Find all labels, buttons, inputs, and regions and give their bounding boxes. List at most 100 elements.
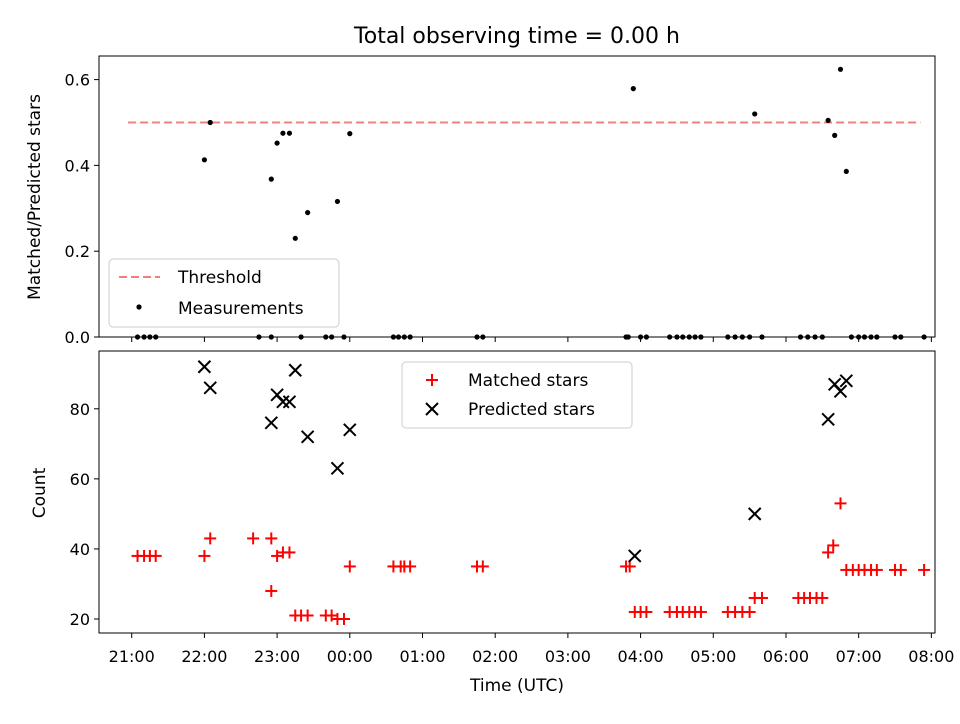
predicted-star-point-b bbox=[276, 395, 290, 409]
matched-star-point bbox=[476, 560, 489, 573]
predicted-star-point bbox=[276, 395, 290, 409]
top-y-axis-label: Matched/Predicted stars bbox=[25, 94, 45, 300]
measurement-point bbox=[334, 198, 341, 205]
matched-star-point bbox=[149, 549, 162, 562]
bottom-legend-box bbox=[401, 361, 633, 429]
legend-measurements-label: Measurements bbox=[178, 299, 304, 319]
matched-star-point bbox=[822, 546, 835, 559]
bottom-plot-area: 20 40 60 80 21:00 22:00 23:00 00:00 01:00 02:00 03… bbox=[70, 350, 954, 666]
x-tick-label: 21:00 bbox=[109, 647, 155, 666]
measurement-point bbox=[630, 86, 636, 92]
predicted-star-point bbox=[264, 416, 278, 430]
predicted-star-point-b bbox=[330, 461, 345, 476]
measurement-point bbox=[292, 235, 298, 241]
predicted-star-point-b bbox=[203, 381, 217, 395]
legend-predicted-label: Predicted stars bbox=[468, 400, 595, 420]
bottom-y-tick-label: 40 bbox=[70, 540, 90, 559]
matched-star-point bbox=[623, 560, 636, 573]
matched-star-point bbox=[743, 605, 756, 618]
measurement-point bbox=[207, 119, 213, 126]
x-tick-label: 06:00 bbox=[763, 647, 809, 666]
predicted-star-point-b bbox=[839, 374, 854, 388]
predicted-star-point-b bbox=[833, 384, 848, 398]
measurement-point bbox=[280, 130, 286, 136]
measurement-point bbox=[305, 209, 311, 216]
top-y-tick-label: 0.0 bbox=[65, 328, 90, 347]
matched-star-point bbox=[204, 532, 217, 545]
legend-threshold-label: Threshold bbox=[177, 268, 262, 288]
predicted-star-point bbox=[839, 374, 854, 388]
predicted-star-point bbox=[833, 384, 848, 398]
matched-star-point bbox=[640, 605, 653, 618]
matched-star-point bbox=[827, 539, 840, 552]
x-tick-label: 01:00 bbox=[399, 647, 445, 666]
measurement-point bbox=[286, 130, 293, 136]
legend-measurements-swatch bbox=[136, 304, 142, 310]
predicted-star-point-b bbox=[264, 416, 278, 430]
matched-star-point bbox=[283, 546, 296, 559]
predicted-star-point-b bbox=[827, 377, 842, 391]
predicted-star-point-b bbox=[821, 412, 835, 427]
top-y-tick-label: 0.2 bbox=[65, 242, 90, 261]
measurement-point bbox=[832, 132, 838, 138]
matched-star-point bbox=[834, 497, 847, 510]
top-plot-frame bbox=[98, 55, 936, 338]
top-y-tick-label: 0.4 bbox=[65, 156, 90, 175]
bottom-plot-frame bbox=[98, 350, 936, 634]
matched-star-point bbox=[694, 605, 707, 618]
predicted-star-point-b bbox=[270, 388, 284, 402]
legend-matched-swatch bbox=[426, 374, 438, 386]
top-legend-box bbox=[108, 258, 340, 328]
predicted-star-point bbox=[197, 360, 212, 374]
x-axis-label: Time (UTC) bbox=[469, 676, 564, 696]
predicted-star-point bbox=[330, 461, 345, 476]
top-y-tick-label: 0.6 bbox=[65, 71, 90, 90]
chart-title: Total observing time = 0.00 h bbox=[353, 24, 680, 49]
matched-star-point bbox=[265, 584, 278, 597]
predicted-star-point-b bbox=[300, 430, 315, 444]
matched-star-point bbox=[343, 560, 356, 573]
matched-star-point bbox=[198, 549, 211, 562]
predicted-star-point bbox=[203, 381, 217, 395]
matched-star-point bbox=[247, 532, 260, 545]
bottom-y-axis-label: Count bbox=[30, 467, 50, 518]
x-tick-label: 08:00 bbox=[908, 647, 954, 666]
matched-star-point bbox=[404, 560, 417, 573]
matched-star-point bbox=[265, 532, 278, 545]
top-legend: Threshold Measurements bbox=[108, 258, 340, 328]
predicted-star-point bbox=[628, 549, 642, 563]
predicted-star-point bbox=[288, 363, 302, 377]
matched-star-point bbox=[755, 591, 768, 604]
predicted-star-point bbox=[748, 507, 762, 521]
predicted-star-point bbox=[821, 412, 835, 427]
x-tick-label: 04:00 bbox=[618, 647, 664, 666]
x-tick-label: 07:00 bbox=[836, 647, 882, 666]
x-tick-label: 02:00 bbox=[472, 647, 518, 666]
matched-star-point bbox=[894, 563, 907, 576]
predicted-star-point-b bbox=[288, 363, 302, 377]
legend-matched-label: Matched stars bbox=[468, 371, 588, 391]
predicted-star-point bbox=[300, 430, 315, 444]
predicted-star-point bbox=[343, 423, 357, 437]
x-tick-label: 22:00 bbox=[181, 647, 227, 666]
predicted-star-point-b bbox=[628, 549, 642, 563]
matched-star-point bbox=[870, 563, 883, 576]
predicted-star-point-b bbox=[282, 395, 297, 409]
measurement-point bbox=[201, 157, 208, 163]
top-plot-area: 0.0 0.2 0.4 0.6 Threshold Measurements bbox=[65, 55, 936, 347]
x-tick-label: 23:00 bbox=[254, 647, 300, 666]
matched-star-point bbox=[918, 563, 931, 576]
measurement-point bbox=[837, 66, 844, 72]
measurement-point bbox=[843, 168, 849, 175]
measurement-point bbox=[752, 111, 758, 117]
x-tick-label: 05:00 bbox=[690, 647, 736, 666]
measurement-point bbox=[347, 131, 353, 137]
legend-predicted-swatch bbox=[425, 402, 439, 416]
bottom-y-tick-label: 80 bbox=[70, 400, 90, 419]
bottom-y-tick-label: 20 bbox=[70, 610, 90, 629]
x-tick-label: 03:00 bbox=[545, 647, 591, 666]
predicted-star-point-b bbox=[343, 423, 357, 437]
measurement-point bbox=[274, 140, 280, 146]
measurement-point bbox=[268, 176, 274, 182]
